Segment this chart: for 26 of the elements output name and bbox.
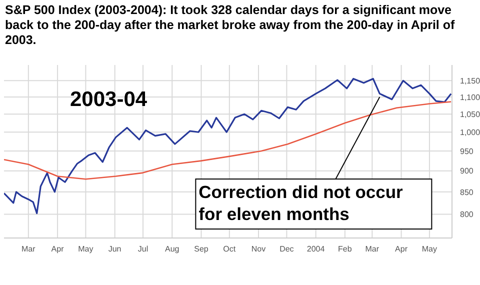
y-tick-label: 900 [460,166,474,176]
y-tick-label: 800 [460,210,474,220]
y-tick-label: 1,000 [460,128,480,137]
x-tick-label: Feb [338,244,352,254]
y-tick-label: 1,050 [460,110,480,119]
x-tick-label: May [422,244,438,254]
y-tick-label: 1,150 [460,76,480,86]
chart-title: S&P 500 Index (2003-2004): It took 328 calendar days for a significant move back to the 200-day after the market broke away from the 200-day in April of 2003. [5,3,456,48]
x-tick-label: May [78,244,94,254]
x-tick-label: Aug [165,244,180,254]
y-tick-label: 850 [460,188,474,197]
x-tick-label: Apr [395,244,408,254]
x-tick-label: Jun [108,244,122,254]
y-tick-label: 1,100 [460,92,480,102]
x-tick-label: Apr [51,244,64,254]
x-tick-label: Nov [251,244,266,254]
y-tick-label: 950 [460,146,474,156]
x-tick-label: Oct [223,244,236,254]
annotation: 2003-04 [70,88,148,112]
x-tick-label: Dec [280,244,294,254]
x-tick-label: 2004 [306,244,326,254]
x-tick-label: Mar [365,244,380,254]
x-tick-label: Sep [194,244,209,254]
x-tick-label: Mar [22,244,36,254]
x-tick-label: Jul [138,244,148,254]
annotation: Correction did not occur for eleven months [198,181,404,226]
